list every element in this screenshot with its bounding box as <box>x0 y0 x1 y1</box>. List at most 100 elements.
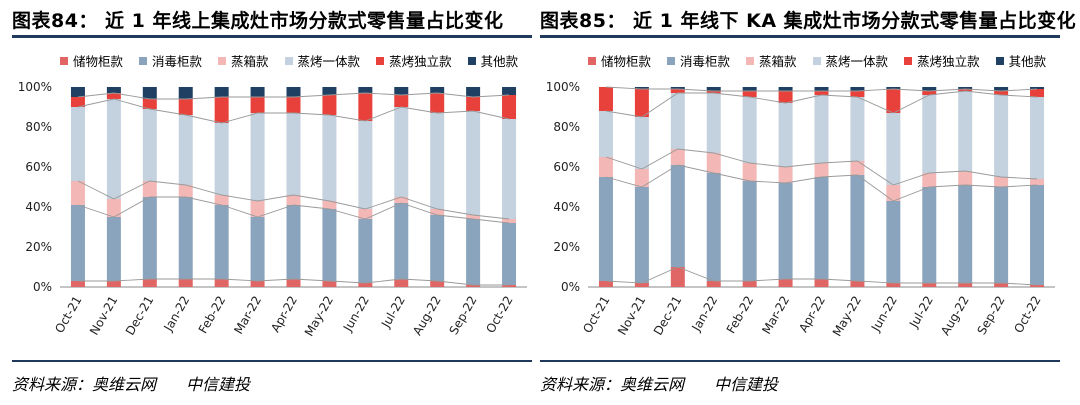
bar-segment <box>142 279 157 287</box>
bar-segment <box>598 281 613 287</box>
legend-item: 蒸烤独立款 <box>376 51 452 70</box>
bar-segment <box>814 163 829 177</box>
bar-segment <box>358 121 373 209</box>
bar-segment <box>706 281 721 287</box>
title-rule <box>12 35 532 38</box>
bar-segment <box>70 87 85 97</box>
legend-item: 储物柜款 <box>588 51 651 70</box>
chart-title: 图表84： 近 1 年线上集成灶市场分款式零售量占比变化 <box>12 10 504 32</box>
legend-item: 蒸烤独立款 <box>904 51 980 70</box>
bar-segment <box>850 91 865 97</box>
bar-segment <box>430 93 445 113</box>
bar-segment <box>214 97 229 123</box>
source-label: 资料来源：奥维云网 <box>12 375 157 394</box>
legend-swatch <box>995 56 1004 65</box>
bar-segment <box>706 153 721 173</box>
source-rule <box>540 360 1060 362</box>
bar-segment <box>1030 97 1045 179</box>
y-tick-label: 80% <box>553 120 580 134</box>
bar-segment <box>394 87 409 95</box>
bar-segment <box>250 97 265 113</box>
bar-segment <box>142 109 157 181</box>
bar-segment <box>250 217 265 281</box>
bar-segment <box>322 209 337 281</box>
bar-segment <box>250 281 265 287</box>
bar-segment <box>106 199 121 217</box>
legend-label: 蒸烤独立款 <box>389 54 452 69</box>
legend-item: 消毒柜款 <box>667 51 730 70</box>
bar-segment <box>958 171 973 185</box>
bar-segment <box>958 89 973 91</box>
bar-segment <box>430 87 445 93</box>
bar-segment <box>670 149 685 165</box>
legend-label: 储物柜款 <box>601 54 652 69</box>
y-tick-label: 0% <box>561 280 580 294</box>
bar-segment <box>394 279 409 287</box>
bar-segment <box>430 113 445 209</box>
bar-segment <box>850 175 865 281</box>
bar-segment <box>214 123 229 195</box>
bar-segment <box>850 87 865 91</box>
x-tick-label: Jun-22 <box>340 294 372 335</box>
legend-item: 蒸烤一体款 <box>284 51 360 70</box>
bar-segment <box>466 111 481 215</box>
x-tick-label: Oct-22 <box>1011 294 1043 336</box>
bar-segment <box>994 187 1009 283</box>
bar-segment <box>886 185 901 201</box>
source-note: 资料来源：奥维云网 中信建投 <box>12 371 250 395</box>
bar-segment <box>70 107 85 181</box>
bar-segment <box>466 97 481 111</box>
bar-segment <box>322 87 337 95</box>
bar-segment <box>742 181 757 281</box>
bar-segment <box>394 107 409 197</box>
bar-segment <box>286 87 301 97</box>
bar-segment <box>142 87 157 99</box>
bar-segment <box>922 87 937 91</box>
legend-label: 蒸箱款 <box>231 54 269 69</box>
bar-segment <box>886 283 901 287</box>
bar-segment <box>922 95 937 173</box>
x-tick-label: Jan-22 <box>689 294 721 335</box>
y-tick-label: 40% <box>25 200 52 214</box>
x-tick-label: Apr-22 <box>796 294 828 335</box>
x-tick-label: Oct-21 <box>52 294 84 336</box>
legend-label: 储物柜款 <box>73 54 124 69</box>
bar-segment <box>1030 285 1045 287</box>
chart-legend: 储物柜款 消毒柜款 蒸箱款 蒸烤一体款 蒸烤独立款 其他款 <box>588 51 1058 70</box>
bar-segment <box>502 223 517 285</box>
bar-segment <box>178 99 193 115</box>
bar-segment <box>70 281 85 287</box>
bar-segment <box>1030 89 1045 97</box>
title-rule <box>540 35 1060 38</box>
legend-swatch <box>218 56 227 65</box>
bar-segment <box>214 205 229 279</box>
y-tick-label: 80% <box>25 120 52 134</box>
bar-segment <box>742 281 757 287</box>
y-tick-label: 0% <box>33 280 52 294</box>
bar-segment <box>778 91 793 103</box>
bar-segment <box>142 99 157 109</box>
bar-segment <box>178 87 193 99</box>
bar-segment <box>250 201 265 217</box>
y-tick-label: 100% <box>546 80 580 94</box>
legend-label: 蒸烤一体款 <box>825 54 889 69</box>
legend-swatch <box>376 56 385 65</box>
bar-segment <box>394 95 409 107</box>
bar-segment <box>958 283 973 287</box>
bar-segment <box>70 205 85 281</box>
bar-segment <box>358 87 373 93</box>
x-tick-label: Apr-22 <box>268 294 300 335</box>
bar-segment <box>250 87 265 97</box>
chart-title: 图表85： 近 1 年线下 KA 集成灶市场分款式零售量占比变化 <box>540 10 1077 32</box>
bar-segment <box>178 115 193 185</box>
bar-segment <box>958 87 973 89</box>
series-connector-line <box>605 164 1038 202</box>
legend-swatch <box>588 56 596 65</box>
legend-swatch <box>746 56 755 65</box>
legend-swatch <box>139 56 148 65</box>
bar-segment <box>358 209 373 219</box>
chart-legend: 储物柜款 消毒柜款 蒸箱款 蒸烤一体款 蒸烤独立款 其他款 <box>60 51 530 70</box>
bar-segment <box>394 197 409 203</box>
legend-swatch <box>284 56 293 65</box>
x-tick-label: Aug-22 <box>938 294 972 338</box>
